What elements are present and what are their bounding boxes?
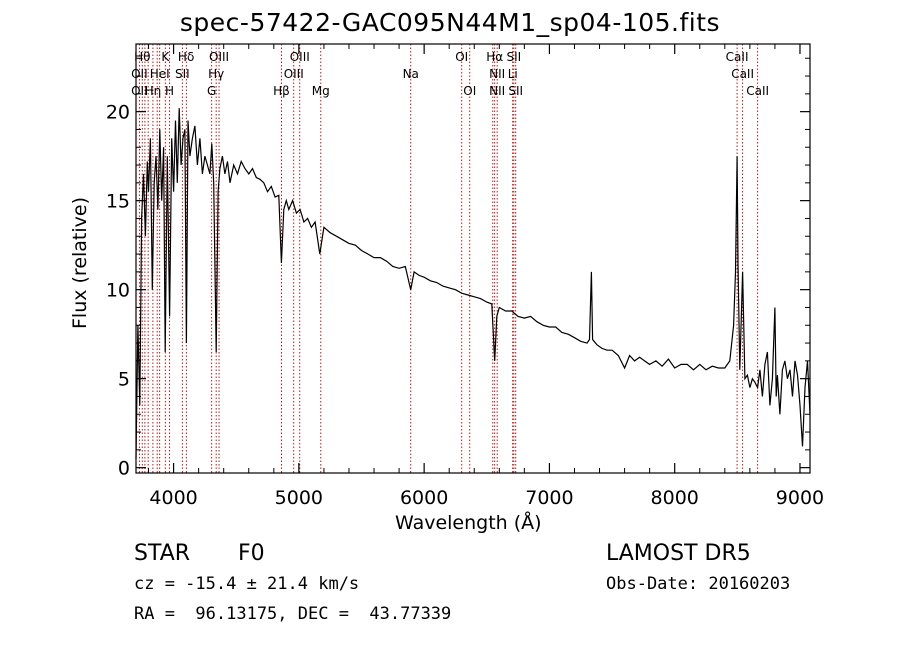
reference-line-label: NII [489,84,505,98]
reference-line-label: HeI [150,67,170,81]
x-axis-label: Wavelength (Å) [395,512,542,534]
reference-line-label: K [161,50,170,64]
reference-lines-group [138,44,759,473]
reference-line-label: Mg [312,84,330,98]
coordinates: RA = 96.13175, DEC = 43.77339 [134,604,452,624]
x-tick-label: 8000 [651,487,699,509]
reference-line-label: OIII [284,67,304,81]
spectrum-line [135,108,811,459]
x-tick-label: 9000 [776,487,824,509]
x-axis-ticks: 4000 5000 6000 7000 8000 9000 [148,44,824,509]
reference-line-label: OII [131,84,148,98]
redshift-text: cz = -15.4 ± 21.4 km/s [134,574,360,594]
x-tick-label: 7000 [525,487,573,509]
reference-line-label: Hα [486,50,503,64]
plot-frame [135,43,811,474]
reference-line-label: Hβ [273,84,290,98]
reference-line-label: Hη [145,84,162,98]
y-tick-label: 10 [106,280,130,302]
reference-line-label: SII [175,67,190,81]
reference-line-label: Li [508,67,518,81]
reference-line-label: Na [403,67,419,81]
y-axis-label: Flux (relative) [69,196,91,330]
reference-line-label: OIII [209,50,229,64]
y-tick-label: 5 [118,369,130,391]
survey-name: LAMOST DR5 [606,541,751,566]
y-tick-label: 20 [106,102,130,124]
object-class: STAR [134,541,191,566]
reference-line-label: Hγ [208,67,224,81]
object-subclass: F0 [238,541,265,566]
y-tick-label: 15 [106,191,130,213]
reference-line-label: H [165,84,174,98]
obs-date: Obs-Date: 20160203 [606,574,791,594]
reference-line-label: OII [131,67,148,81]
y-tick-label: 0 [118,458,130,480]
reference-line-label: CaII [746,84,769,98]
reference-line-label: OI [455,50,468,64]
y-axis-ticks: 0 5 10 15 20 [106,57,810,480]
reference-line-label: CaII [726,50,749,64]
reference-line-label: SII [506,50,521,64]
reference-line-label: NII [489,67,505,81]
reference-line-label: Hδ [178,50,194,64]
reference-line-label: OIII [290,50,310,64]
chart-title: spec-57422-GAC095N44M1_sp04-105.fits [179,8,721,37]
reference-line-label: OI [463,84,476,98]
reference-line-label: SII [508,84,523,98]
x-tick-label: 6000 [400,487,448,509]
reference-line-label: Hθ [134,50,150,64]
x-tick-label: 5000 [275,487,323,509]
reference-line-label: G [207,84,216,98]
x-tick-label: 4000 [149,487,197,509]
reference-line-label: CaII [731,67,754,81]
